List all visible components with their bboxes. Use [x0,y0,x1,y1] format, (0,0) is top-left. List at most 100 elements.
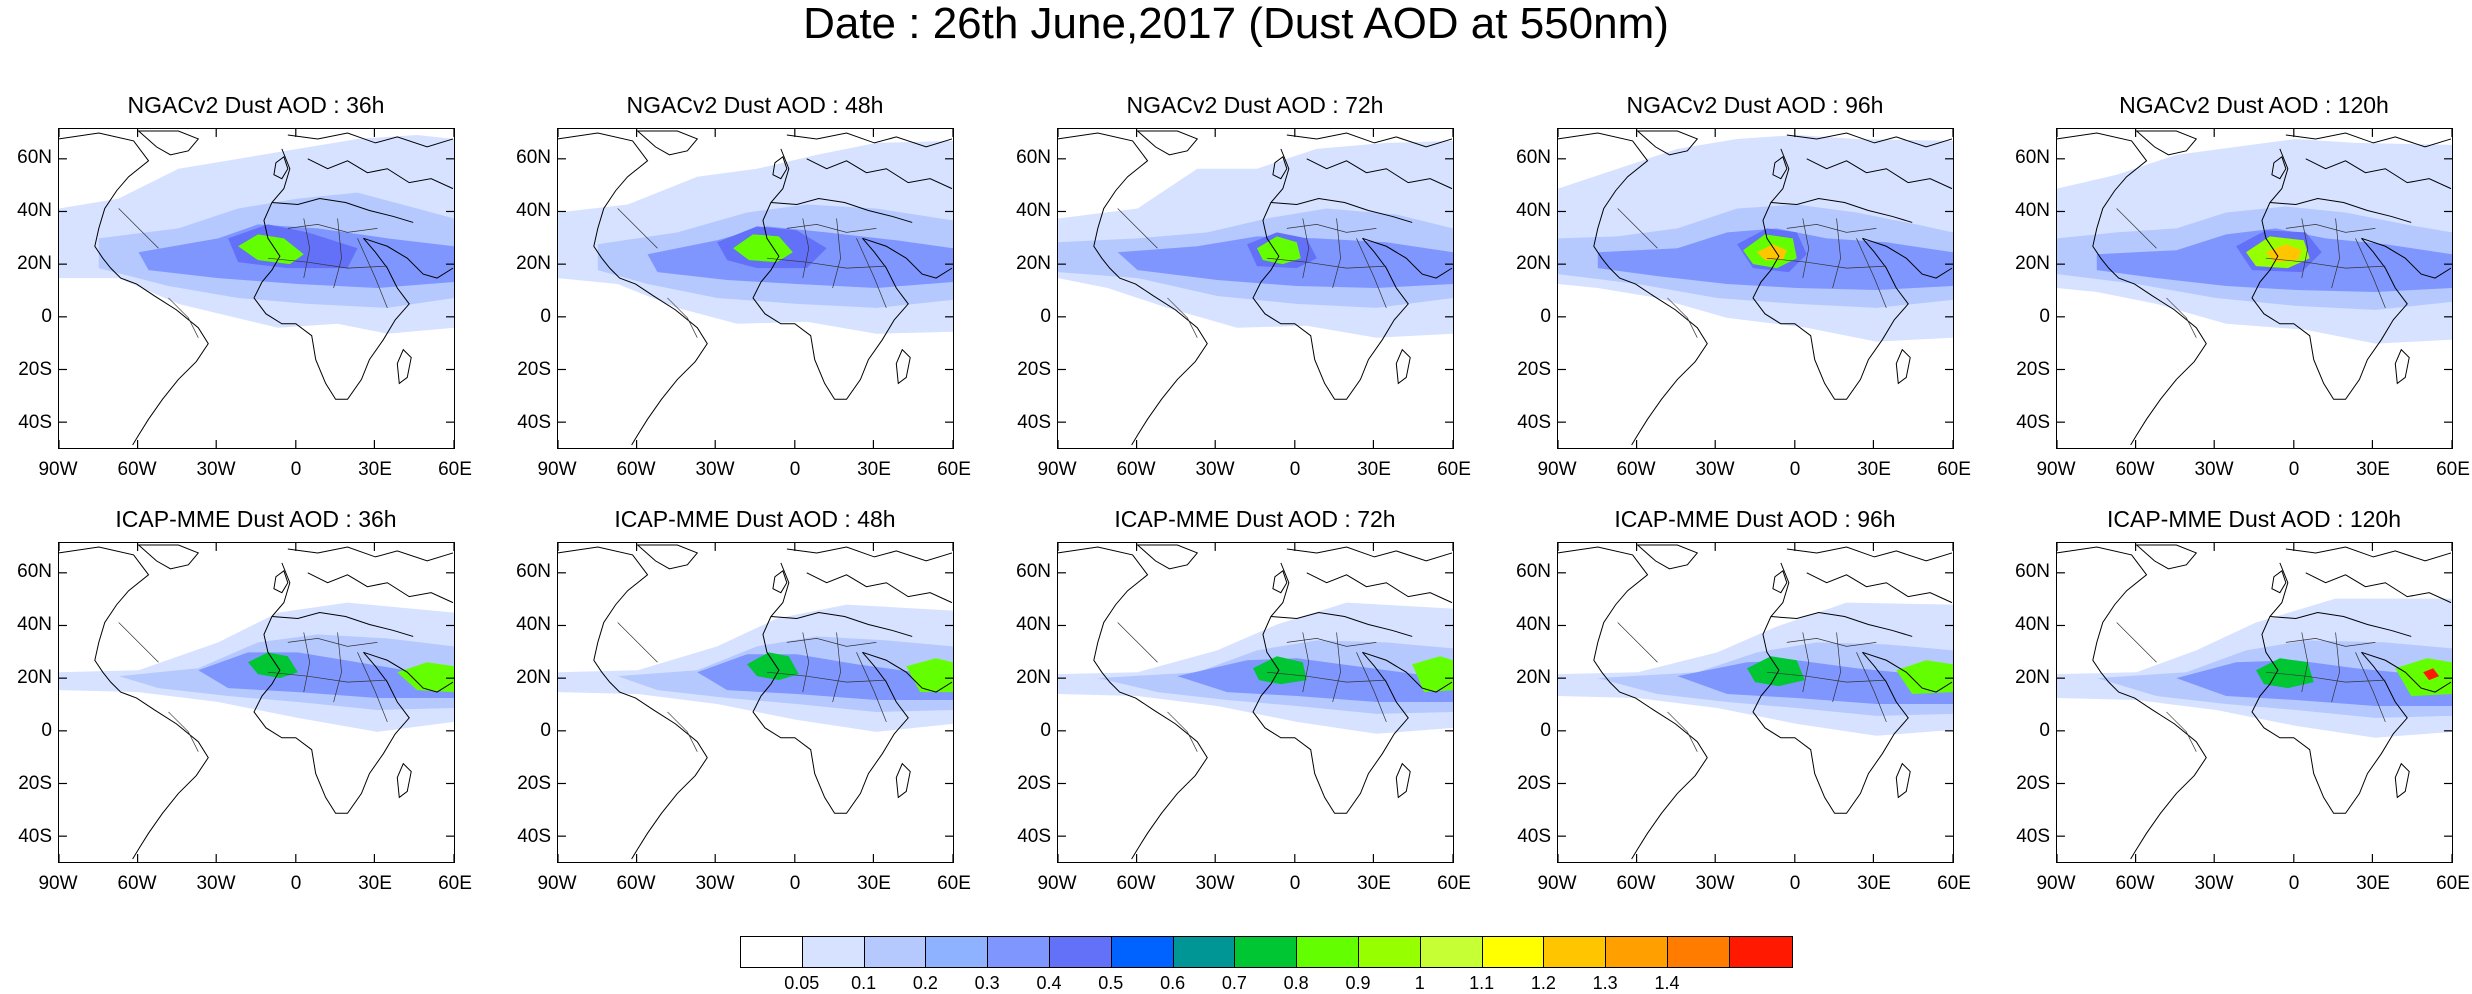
lat-tick-label: 0 [2039,306,2050,327]
map-panel [2056,542,2453,863]
lat-tick-label: 40N [1016,614,1051,635]
coastline [307,572,454,604]
colorbar-label: 0.7 [1221,973,1247,993]
coastline [806,158,953,190]
lat-tick-label: 0 [2039,720,2050,741]
lon-tick-label: 30W [695,459,735,480]
lon-tick-label: 30E [857,459,891,480]
lon-tick-label: 60W [1616,873,1656,894]
colorbar-label: 1.1 [1469,973,1495,993]
lon-tick-label: 30E [1357,873,1391,894]
aod-contour [397,662,454,693]
lon-tick-label: 60W [117,873,157,894]
coastline [770,198,913,223]
country-border [1167,711,1198,752]
map-panel [557,542,954,863]
colorbar-label: 0.05 [784,973,820,993]
lat-tick-label: 40S [517,412,551,433]
coastline [396,762,412,799]
country-border [832,218,841,289]
lon-tick-label: 60W [616,459,656,480]
map-panel [1557,542,1954,863]
colorbar-label: 1 [1414,973,1425,993]
country-border [1832,218,1841,289]
coastline [1786,132,1953,148]
lon-tick-label: 30W [1195,459,1235,480]
country-border [617,622,658,663]
country-border [856,652,887,723]
colorbar-label: 1.3 [1592,973,1618,993]
lat-tick-label: 0 [41,306,52,327]
lon-tick-label: 60W [2115,873,2155,894]
lon-tick-label: 30W [196,459,236,480]
coastline [2251,148,2408,400]
colorbar-swatch [1049,937,1112,967]
coastline [2394,762,2410,799]
coastline [1136,130,1199,156]
lon-tick-label: 60E [1937,459,1971,480]
colorbar-swatch [1544,937,1607,967]
aod-field [558,543,953,862]
panel-title: NGACv2 Dust AOD : 96h [1626,92,1884,118]
lat-tick-label: 60N [1016,561,1051,582]
panel-title: ICAP-MME Dust AOD : 96h [1614,506,1896,532]
coastline [1270,612,1413,637]
colorbar-swatch [1606,937,1668,967]
lat-tick-label: 20S [1017,773,1051,794]
lon-tick-label: 60W [1616,459,1656,480]
country-border [1332,632,1341,703]
coastline [1395,762,1411,799]
lon-tick-label: 0 [290,459,302,480]
figure-title: Date : 26th June,2017 (Dust AOD at 550nm… [803,0,1669,48]
coastline [770,612,913,637]
lat-tick-label: 60N [17,147,52,168]
lon-tick-label: 30E [1357,459,1391,480]
colorbar-label: 1.4 [1654,973,1680,993]
coastline [1895,762,1911,799]
coastline [2285,546,2452,562]
lon-tick-label: 60E [1937,873,1971,894]
lon-tick-label: 60E [937,459,971,480]
aod-field [2057,129,2452,448]
country-border [1766,257,1887,269]
colorbar-label: 0.9 [1345,973,1371,993]
colorbar-swatch [1420,937,1483,967]
lon-tick-label: 60W [2115,459,2155,480]
coastline [1862,651,1953,693]
coastline [2305,572,2452,604]
aod-contour [1256,236,1301,265]
colorbar-swatch [1729,937,1792,967]
coastline [806,572,953,604]
lon-tick-label: 60E [2436,873,2470,894]
lat-tick-label: 40N [2015,614,2050,635]
coastline [1752,562,1909,814]
country-border [2301,218,2309,279]
aod-contour [238,234,304,265]
country-border [287,224,378,233]
colorbar-label: 0.6 [1160,973,1186,993]
aod-contour [2423,668,2440,681]
lat-tick-label: 60N [1516,561,1551,582]
lat-tick-label: 20N [1016,253,1051,274]
coastline [862,237,953,279]
coastline [2135,544,2198,570]
lat-tick-label: 40S [517,826,551,847]
coastline [558,546,708,860]
country-border [1856,238,1887,309]
coastline [2269,612,2412,637]
country-border [2331,632,2340,703]
coastline [137,130,200,156]
aod-contour [1747,656,1805,687]
coastline [1286,132,1453,148]
lat-tick-label: 40S [1017,826,1051,847]
country-border [2301,632,2309,693]
coastline [1272,156,1288,180]
aod-contour [2176,660,2452,706]
lat-tick-label: 20S [18,773,52,794]
lat-tick-label: 60N [516,561,551,582]
colorbar-label: 0.8 [1283,973,1309,993]
colorbar-swatch [741,937,803,967]
lon-tick-label: 60W [117,459,157,480]
panel-title: ICAP-MME Dust AOD : 72h [1114,506,1396,532]
lat-tick-label: 40N [2015,200,2050,221]
